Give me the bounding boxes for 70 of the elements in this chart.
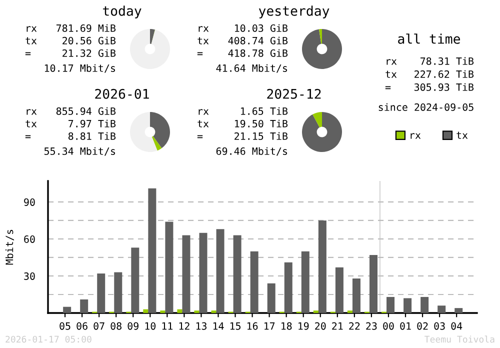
x-tick-label: 04: [451, 322, 462, 330]
x-tick-label: 06: [76, 322, 88, 330]
text: =: [385, 86, 391, 90]
x-tick-label: 01: [400, 322, 411, 330]
chart-title: yesterday: [258, 6, 330, 18]
text: rx: [26, 109, 37, 115]
y-tick-label: 60: [24, 235, 35, 243]
x-tick-label: 18: [282, 322, 292, 330]
x-tick-label: 02: [417, 322, 428, 330]
y-tick-label: 30: [24, 272, 35, 280]
text: all time: [398, 34, 460, 44]
chart-title: today: [102, 6, 142, 18]
text: 1.65 TiB: [241, 107, 288, 115]
x-tick-label: 07: [94, 322, 104, 330]
text: rx: [198, 109, 209, 115]
x-tick-label: 08: [110, 322, 122, 330]
text: rx: [198, 26, 209, 32]
text: 20.56 GiB: [62, 36, 116, 44]
y-axis-title: Mbit/s: [5, 230, 14, 265]
text: 781.69 MiB: [56, 24, 116, 32]
x-tick-label: 09: [128, 322, 138, 330]
text: 10.17 Mbit/s: [44, 64, 116, 73]
text: 69.46 Mbit/s: [216, 147, 288, 156]
text: 418.78 GiB: [228, 49, 288, 57]
x-tick-label: 10: [145, 322, 156, 330]
text: tx: [198, 37, 209, 44]
text: 19.50 TiB: [235, 120, 288, 128]
legend-label: rx: [410, 133, 421, 139]
text: tx: [26, 120, 37, 128]
chart-title: 2026-01: [95, 88, 149, 99]
x-tick-label: 11: [162, 322, 173, 330]
x-tick-label: 16: [247, 322, 258, 330]
y-tick-label: 90: [24, 198, 35, 206]
text: since 2024-09-05: [378, 103, 474, 111]
text: 7.97 TiB: [68, 120, 116, 128]
chart-title: 2025-12: [267, 88, 321, 99]
text: 227.62 TiB: [414, 70, 474, 78]
text: =: [197, 135, 203, 138]
text: 55.34 Mbit/s: [44, 147, 116, 156]
text: 408.74 GiB: [228, 36, 288, 44]
text: tx: [386, 70, 397, 78]
x-tick-label: 21: [332, 322, 343, 330]
text: rx: [26, 26, 37, 32]
x-tick-label: 05: [60, 322, 70, 330]
x-tick-label: 03: [434, 322, 445, 330]
text: 21.15 TiB: [234, 132, 288, 140]
x-tick-label: 12: [179, 322, 190, 330]
legend-label: tx: [456, 132, 468, 139]
x-tick-label: 20: [315, 322, 326, 330]
text: =: [197, 52, 203, 56]
text: 10.03 GiB: [235, 24, 288, 32]
text: tx: [26, 37, 37, 44]
text: 8.81 TiB: [68, 132, 116, 140]
x-tick-label: 22: [349, 322, 360, 330]
text: 21.32 GiB: [62, 49, 116, 57]
text: tx: [198, 120, 209, 128]
x-tick-label: 19: [298, 322, 309, 330]
text: =: [25, 135, 31, 138]
text: =: [25, 52, 31, 56]
x-tick-label: 00: [383, 322, 394, 330]
text: rx: [386, 59, 397, 65]
x-tick-label: 14: [213, 322, 224, 330]
x-tick-label: 17: [264, 322, 275, 330]
x-tick-label: 13: [196, 322, 206, 330]
x-tick-label: 23: [366, 322, 377, 330]
text: 305.93 TiB: [414, 83, 474, 91]
x-tick-label: 15: [230, 322, 240, 330]
text: 855.94 GiB: [56, 107, 116, 115]
text: 78.31 TiB: [420, 57, 474, 65]
text: 41.64 Mbit/s: [216, 64, 288, 73]
